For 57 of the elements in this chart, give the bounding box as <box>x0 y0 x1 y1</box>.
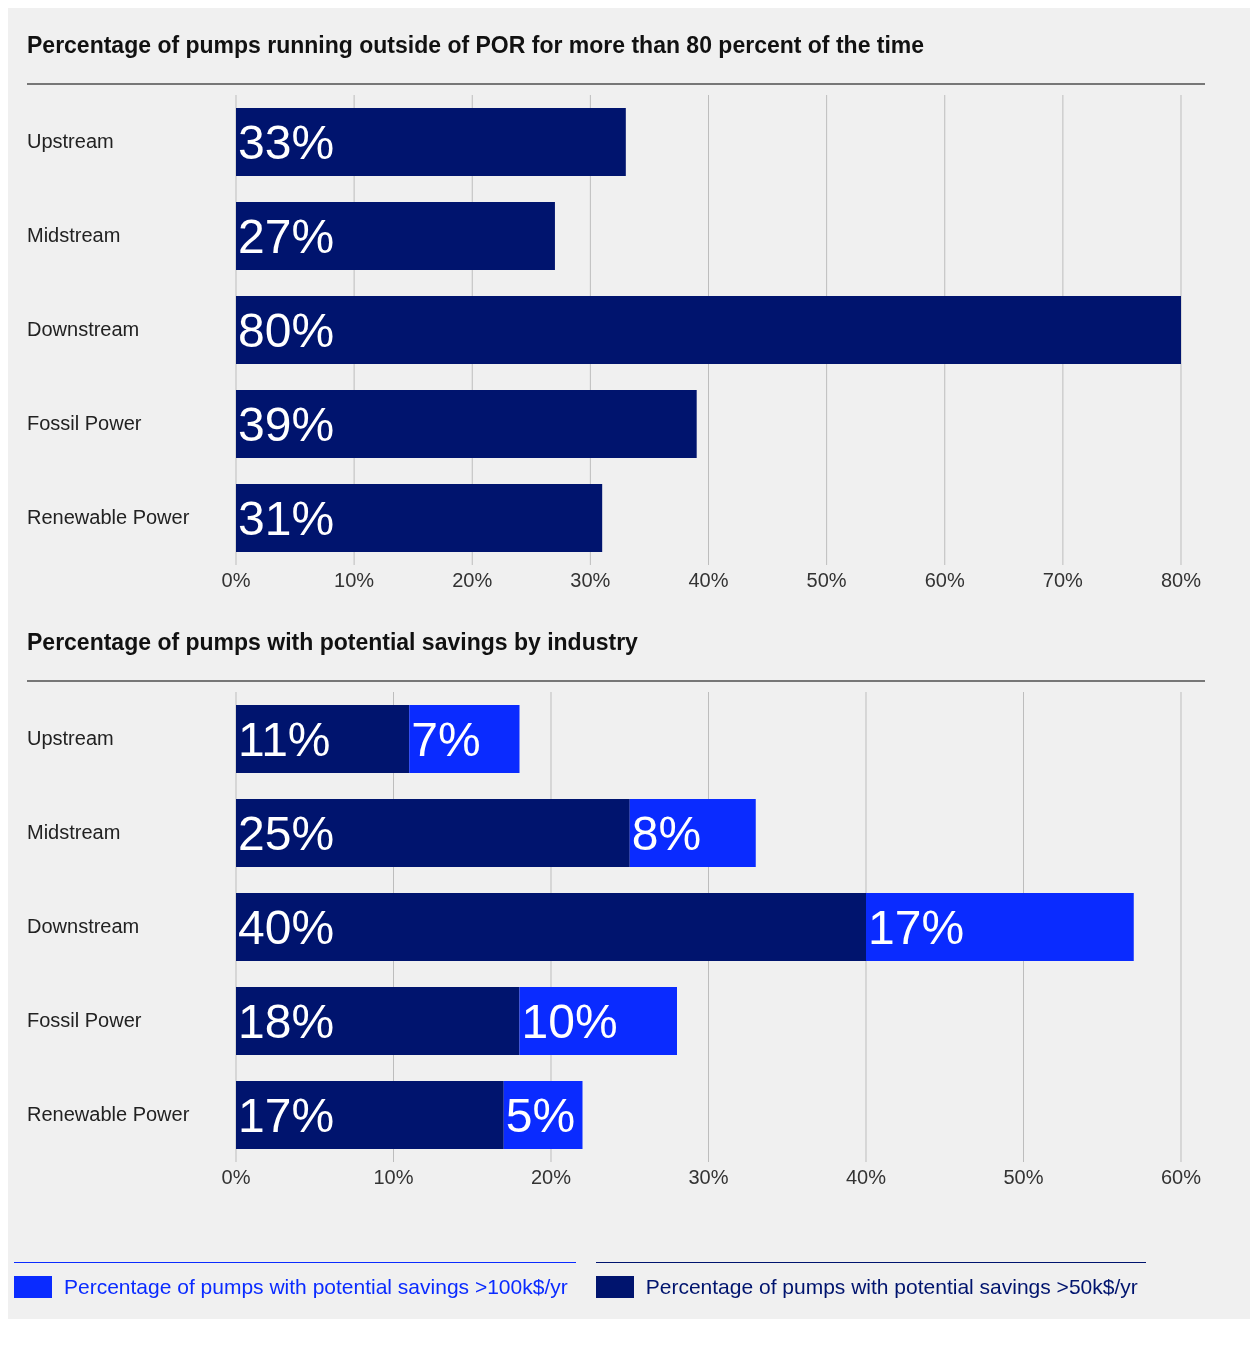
y-tick-label: Upstream <box>27 727 114 749</box>
data-label: 5% <box>505 1089 576 1142</box>
chart-title: Percentage of pumps running outside of POR for more than 80 percent of the time <box>27 32 1205 85</box>
x-tick-label: 30% <box>688 1166 729 1189</box>
x-tick-label: 60% <box>1160 1166 1202 1189</box>
y-tick-label: Renewable Power <box>27 506 190 528</box>
data-label: 18% <box>238 995 335 1048</box>
y-tick-label: Downstream <box>27 915 140 937</box>
bar <box>236 893 866 961</box>
bar <box>236 202 555 270</box>
data-label: 7% <box>411 713 481 766</box>
y-tick-label: Fossil Power <box>27 412 142 434</box>
y-tick-label: Midstream <box>27 224 121 246</box>
y-tick-label: Upstream <box>27 130 114 152</box>
bar <box>236 390 697 458</box>
data-label: 33% <box>238 116 335 169</box>
y-tick-label: Downstream <box>27 318 140 340</box>
x-tick-label: 60% <box>924 569 965 592</box>
data-label: 40% <box>238 901 335 954</box>
data-label: 8% <box>631 807 702 860</box>
data-label: 39% <box>238 398 335 451</box>
data-label: 17% <box>868 901 965 954</box>
legend-label: Percentage of pumps with potential savings >100k$/yr <box>14 1262 576 1299</box>
data-label: 80% <box>238 304 335 357</box>
x-tick-label: 40% <box>845 1166 887 1189</box>
x-tick-label: 0% <box>221 569 251 592</box>
x-tick-label: 50% <box>806 569 847 592</box>
bar <box>236 108 626 176</box>
data-label: 10% <box>521 995 618 1048</box>
data-label: 11% <box>238 713 331 766</box>
x-tick-label: 0% <box>221 1166 251 1189</box>
x-tick-label: 80% <box>1160 569 1202 592</box>
data-label: 31% <box>238 492 335 545</box>
bar <box>236 705 410 773</box>
chart-title: Percentage of pumps with potential savings by industry <box>27 629 1205 682</box>
data-label: 17% <box>238 1089 335 1142</box>
bar <box>236 987 520 1055</box>
bar <box>236 799 630 867</box>
bar <box>409 705 520 773</box>
data-label: 27% <box>238 210 335 263</box>
y-tick-label: Midstream <box>27 821 121 843</box>
x-tick-label: 40% <box>688 569 729 592</box>
bar <box>236 296 1181 364</box>
x-tick-label: 20% <box>452 569 493 592</box>
x-tick-label: 20% <box>530 1166 572 1189</box>
x-tick-label: 50% <box>1003 1166 1044 1189</box>
x-tick-label: 10% <box>334 569 375 592</box>
x-tick-label: 70% <box>1042 569 1084 592</box>
x-tick-label: 30% <box>570 569 611 592</box>
x-tick-label: 10% <box>373 1166 414 1189</box>
legend-label: Percentage of pumps with potential savings >50k$/yr <box>595 1262 1146 1299</box>
y-tick-label: Fossil Power <box>27 1009 142 1031</box>
bar <box>236 1081 504 1149</box>
bar <box>866 893 1134 961</box>
y-tick-label: Renewable Power <box>27 1103 190 1125</box>
bar <box>236 484 603 552</box>
data-label: 25% <box>238 807 335 860</box>
